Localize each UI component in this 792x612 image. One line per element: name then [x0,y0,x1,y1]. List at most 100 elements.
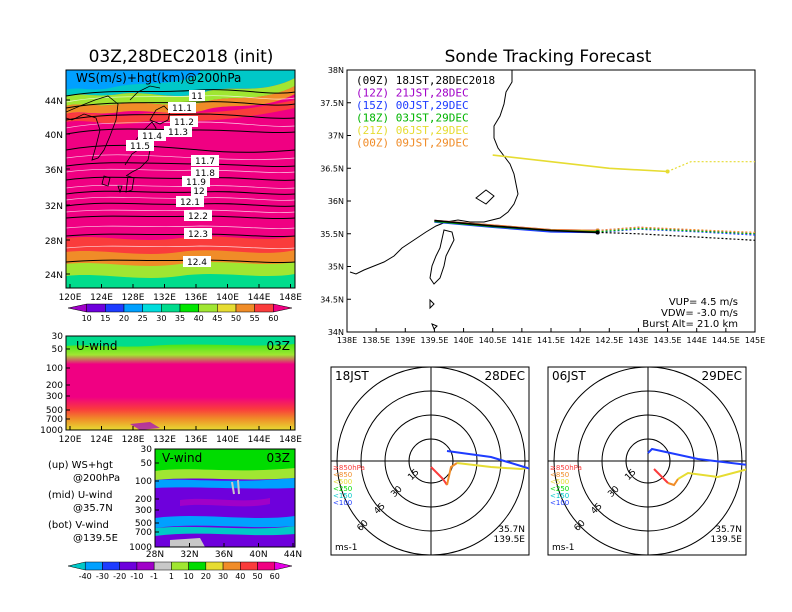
pressure-tick-label: 500 [135,519,152,529]
colorbar-swatch [102,561,120,571]
lon-tick-label: 144E [248,435,271,445]
hodograph-date: 29DEC [702,369,742,383]
hodograph-date: 28DEC [485,369,525,383]
colorbar-label: 50 [252,572,262,581]
colorbar-label: 45 [212,314,222,323]
lat-tick-label: 40N [45,131,63,141]
pressure-tick-label: 30 [141,445,153,455]
lat-tick-label: 37N [328,132,344,141]
pressure-tick-label: 100 [46,364,63,374]
lat-tick-label: 36N [328,197,344,206]
colorbar-swatch [119,561,138,571]
pressure-tick-label: 200 [46,381,63,391]
map-lon-ticks: 120E 124E 128E 132E 136E 140E 144E 148E [59,284,302,303]
hodograph-segment [446,450,529,470]
note-line: (up) WS+hgt [48,460,113,471]
burst-point [665,169,670,174]
hodograph-segment [430,466,448,486]
pressure-tick-label: 300 [135,506,152,516]
lat-tick-label: 40N [249,550,267,560]
colorbar-label: 20 [119,314,129,323]
colorbar-label: -1 [150,572,158,581]
sonde-track-ascent [492,154,668,173]
colorbar-top: 10 15 20 25 30 35 40 45 50 55 60 [67,303,293,323]
lon-tick-label: 143.5E [654,336,682,345]
v-wind-lat-ticks: 28N 32N 36N 40N 44N [146,543,302,560]
lat-tick-label: 44N [45,97,63,107]
lon-tick-label: 132E [153,435,176,445]
lat-tick-label: 37.5N [320,99,344,108]
contour-label-box [126,140,154,151]
contour-label-box [184,210,212,221]
lon-tick-label: 138.5E [362,336,390,345]
colorbar-label: 30 [218,572,228,581]
contour-label-box [191,185,207,196]
lon-tick-label: 139E [395,336,415,345]
hodograph-segment [456,462,529,471]
sonde-track-descent [597,226,755,235]
level-legend-entry: <850 [550,471,569,479]
note-sub: @139.5E [73,533,118,544]
note-line: (mid) U-wind [48,490,112,501]
track-lat-ticks: 38N 37.5N 37N 36.5N 36N 35.5N 35N 34.5N 34N [320,66,351,337]
colorbar-swatch [67,303,87,313]
legend-entry: (12Z) 21JST,28DEC [356,87,469,100]
colorbar-label: -10 [130,572,143,581]
right-title: Sonde Tracking Forecast [445,47,652,67]
colorbar-swatch [222,561,241,571]
launch-param: VUP= 4.5 m/s [669,297,738,308]
lon-tick-label: 140E [453,336,473,345]
contour-label-box [170,116,198,127]
colorbar-label: 15 [100,314,110,323]
lat-tick-label: 35N [328,263,344,272]
note-line: (bot) V-wind [48,520,109,531]
hodograph-segment [778,473,792,475]
v-wind-label: V-wind [162,451,202,465]
hodograph-trace [430,450,529,486]
lat-tick-label: 38N [328,66,344,75]
contour-label: 11.1 [172,104,192,114]
hodograph-segment [647,447,746,466]
sonde-track-descent [597,226,755,233]
level-legend-entry: <150 [333,492,352,500]
note-sub: @35.7N [73,503,113,514]
colorbar-swatch [136,561,155,571]
lon-tick-label: 124E [90,293,113,303]
track-map [349,70,519,330]
colorbar-bottom: -40 -30 -20 -10 -1 1 10 20 30 40 50 60 [67,561,293,581]
lat-tick-label: 32N [180,550,198,560]
level-legend-entry: <500 [333,478,352,486]
legend-entry: (21Z) 06JST,29DEC [356,124,469,137]
u-wind-section [66,336,295,430]
contour-label: 11 [191,92,202,102]
launch-param: VDW= -3.0 m/s [661,308,738,319]
level-legend-entry: <250 [333,485,352,493]
lon-tick-label: 138E [337,336,357,345]
lon-tick-label: 124E [90,435,113,445]
colorbar-label: -40 [79,572,92,581]
pressure-tick-label: 1000 [129,543,152,553]
pressure-tick-label: 500 [46,406,63,416]
colorbar-label: 30 [156,314,166,323]
contour-labels: 11 11.1 11.211.3 11.411.5 11.7 11.811.91212.1… [126,90,219,268]
level-legend-entry: <850 [333,471,352,479]
lon-tick-label: 144.5E [712,336,740,345]
legend-entry: (09Z) 18JST,28DEC2018 [356,74,495,87]
map-lat-ticks: 44N 40N 36N 32N 28N 24N [45,97,70,281]
lon-tick-label: 120E [59,293,82,303]
lon-tick-label: 148E [279,435,302,445]
contour-label-box [176,196,204,207]
hodograph-time: 18JST [335,369,369,383]
colorbar-label: 55 [250,314,260,323]
pressure-tick-label: 300 [46,392,63,402]
pressure-tick-label: 30 [52,332,64,342]
colorbar-swatch [198,303,218,313]
lon-tick-label: 120E [59,435,82,445]
level-legend-entry: <250 [550,485,569,493]
pressure-tick-label: 700 [46,415,63,425]
colorbar-swatch [273,303,293,313]
map-label: WS(m/s)+hgt(km)@200hPa [76,71,241,85]
